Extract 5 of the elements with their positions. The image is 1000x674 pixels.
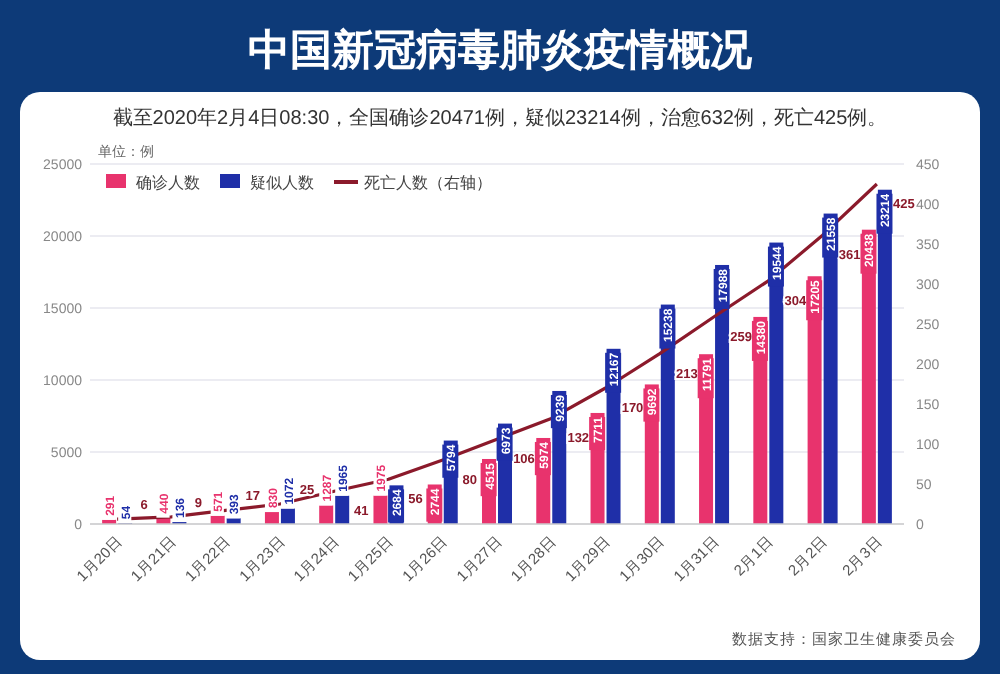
legend-label: 确诊人数 (134, 174, 200, 192)
chart-subtitle: 截至2020年2月4日08:30，全国确诊20471例，疑似23214例，治愈632例，死亡425例。 (112, 106, 888, 130)
legend-label: 疑似人数 (250, 174, 314, 192)
chart-title: 中国新冠病毒肺炎疫情概况 (248, 26, 754, 74)
legend-label: 死亡人数（右轴） (364, 174, 492, 192)
